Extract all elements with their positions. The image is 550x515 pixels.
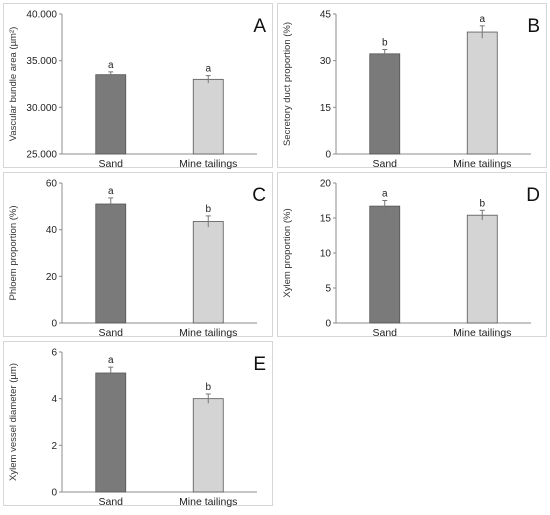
significance-label: b xyxy=(205,204,211,215)
chart-svg-d: Xylem proportion (%) 0 5 10 15 20 a Sand b Mine t… xyxy=(282,179,540,339)
y-tick-label: 0 xyxy=(51,319,57,330)
x-tick-label: Mine tailings xyxy=(453,327,511,338)
significance-label: b xyxy=(382,37,388,48)
panel-letter: D xyxy=(526,185,540,206)
bar-sand xyxy=(369,53,401,155)
significance-label: a xyxy=(382,189,388,200)
panel-letter: E xyxy=(253,354,266,375)
bar-mine-tailings xyxy=(466,31,498,155)
panel-letter: B xyxy=(527,16,540,37)
y-tick-label: 2 xyxy=(51,441,57,452)
chart-svg-a: Vascular bundle area (µm²) 25.000 30.000 35… xyxy=(8,10,266,170)
y-tick-label: 0 xyxy=(325,319,331,330)
y-tick-label: 60 xyxy=(46,179,58,190)
significance-label: a xyxy=(205,64,211,75)
y-tick-label: 45 xyxy=(320,10,332,21)
y-tick-label: 30.000 xyxy=(26,103,57,114)
bar-sand xyxy=(95,372,127,493)
significance-label: a xyxy=(108,186,114,197)
bar-mine-tailings xyxy=(192,221,224,324)
y-axis-label: Xylem proportion (%) xyxy=(282,208,293,297)
y-tick-label: 15 xyxy=(320,103,332,114)
y-tick-label: 6 xyxy=(51,348,57,359)
significance-label: a xyxy=(108,355,114,366)
y-tick-label: 0 xyxy=(325,150,331,161)
y-tick-label: 10 xyxy=(320,249,332,260)
chart-panel-c: Phloem proportion (%) 0 20 40 60 a Sand b Mine t… xyxy=(3,172,273,339)
y-tick-label: 40 xyxy=(46,225,58,236)
y-tick-label: 5 xyxy=(325,284,331,295)
y-axis-label: Vascular bundle area (µm²) xyxy=(8,27,19,142)
x-tick-label: Sand xyxy=(372,158,397,169)
x-tick-label: Mine tailings xyxy=(179,158,237,169)
chart-svg-b: Secretory duct proportion (%) 0 15 30 45 b San… xyxy=(282,10,540,170)
significance-label: a xyxy=(108,60,114,71)
y-tick-label: 20 xyxy=(46,272,58,283)
panel-letter: A xyxy=(253,16,266,37)
bar-mine-tailings xyxy=(192,398,224,493)
chart-panel-b: Secretory duct proportion (%) 0 15 30 45 b San… xyxy=(277,3,547,170)
x-tick-label: Sand xyxy=(372,327,397,338)
x-tick-label: Sand xyxy=(98,496,123,507)
y-tick-label: 15 xyxy=(320,214,332,225)
y-tick-label: 25.000 xyxy=(26,150,57,161)
chart-svg-c: Phloem proportion (%) 0 20 40 60 a Sand b Mine t… xyxy=(8,179,266,339)
y-axis-label: Secretory duct proportion (%) xyxy=(282,22,293,146)
y-tick-label: 0 xyxy=(51,488,57,499)
y-tick-label: 20 xyxy=(320,179,332,190)
panel-letter: C xyxy=(252,185,266,206)
y-tick-label: 35.000 xyxy=(26,56,57,67)
chart-panel-a: Vascular bundle area (µm²) 25.000 30.000 35… xyxy=(3,3,273,170)
significance-label: b xyxy=(479,198,485,209)
y-tick-label: 30 xyxy=(320,56,332,67)
bar-mine-tailings xyxy=(466,214,498,324)
x-tick-label: Mine tailings xyxy=(179,327,237,338)
x-tick-label: Sand xyxy=(98,327,123,338)
bar-sand xyxy=(95,203,127,324)
chart-panel-e: Xylem vessel diameter (µm) 0 2 4 6 a Sand b Mine… xyxy=(3,341,273,508)
significance-label: a xyxy=(479,14,485,25)
significance-label: b xyxy=(205,382,211,393)
bar-sand xyxy=(95,74,127,155)
y-axis-label: Phloem proportion (%) xyxy=(8,205,19,300)
x-tick-label: Mine tailings xyxy=(453,158,511,169)
chart-svg-e: Xylem vessel diameter (µm) 0 2 4 6 a Sand b Mine… xyxy=(8,348,266,508)
y-tick-label: 4 xyxy=(51,394,57,405)
bar-sand xyxy=(369,205,401,324)
x-tick-label: Sand xyxy=(98,158,123,169)
bar-mine-tailings xyxy=(192,78,224,155)
y-tick-label: 40.000 xyxy=(26,10,57,21)
chart-panel-d: Xylem proportion (%) 0 5 10 15 20 a Sand b Mine t… xyxy=(277,172,547,339)
y-axis-label: Xylem vessel diameter (µm) xyxy=(8,363,19,481)
x-tick-label: Mine tailings xyxy=(179,496,237,507)
